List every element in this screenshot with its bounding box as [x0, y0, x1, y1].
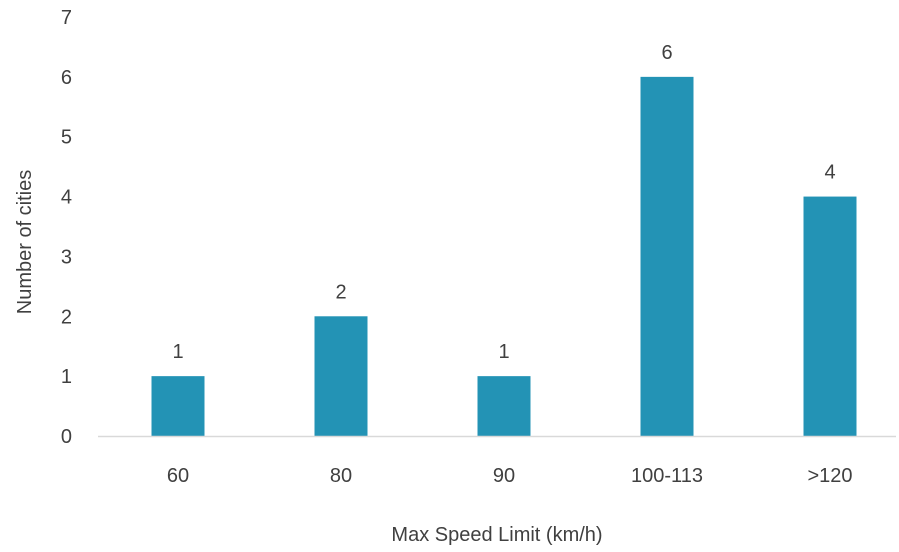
- y-axis-ticks: 0 1 2 3 4 5 6 7: [61, 7, 72, 448]
- x-tick-label: >120: [807, 465, 852, 487]
- data-label: 1: [498, 341, 509, 363]
- bar: [803, 196, 857, 436]
- bar-series: [151, 76, 857, 436]
- x-tick-label: 80: [330, 465, 352, 487]
- y-tick-label: 6: [61, 67, 72, 89]
- data-label: 1: [172, 341, 183, 363]
- y-tick-label: 0: [61, 426, 72, 448]
- x-axis-ticks: 60 80 90 100-113 >120: [167, 465, 853, 487]
- y-tick-label: 2: [61, 306, 72, 328]
- data-label: 2: [335, 281, 346, 303]
- bar: [640, 76, 694, 436]
- x-tick-label: 60: [167, 465, 189, 487]
- y-tick-label: 1: [61, 366, 72, 388]
- x-tick-label: 100-113: [631, 465, 703, 487]
- y-tick-label: 3: [61, 246, 72, 268]
- data-label: 4: [824, 162, 835, 184]
- bar: [477, 376, 531, 436]
- data-label: 6: [661, 42, 672, 64]
- bar: [314, 316, 368, 436]
- x-axis-label: Max Speed Limit (km/h): [391, 524, 602, 546]
- y-tick-label: 4: [61, 187, 72, 209]
- data-labels: 1 2 1 6 4: [172, 42, 835, 363]
- y-tick-label: 7: [61, 7, 72, 29]
- x-tick-label: 90: [493, 465, 515, 487]
- y-tick-label: 5: [61, 127, 72, 149]
- y-axis-label: Number of cities: [14, 170, 36, 315]
- bar: [151, 376, 205, 436]
